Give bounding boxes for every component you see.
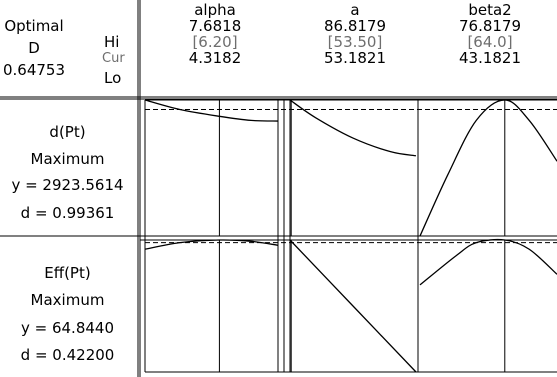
factor-name-alpha: alpha — [194, 1, 236, 19]
response-y-effpt: y = 64.8440 — [20, 319, 114, 337]
curve-d(Pt)-alpha — [144, 99, 279, 122]
factor-name-beta2: beta2 — [468, 1, 512, 19]
factor-lo-beta2: 43.1821 — [458, 49, 522, 67]
factor-cur-beta2: [64.0] — [467, 33, 513, 51]
factor-hi-a: 86.8179 — [323, 17, 387, 35]
d-label: D — [28, 39, 40, 57]
lo-label: Lo — [104, 69, 122, 87]
response-y-dpt: y = 2923.5614 — [11, 176, 124, 194]
factor-lo-alpha: 4.3182 — [188, 49, 242, 67]
factor-name-a: a — [350, 1, 360, 19]
curve-Eff(Pt)-beta2 — [419, 238, 557, 286]
response-curves — [144, 99, 557, 373]
response-goal-dpt: Maximum — [30, 150, 105, 168]
response-name-effpt: Eff(Pt) — [44, 264, 91, 282]
response-name-dpt: d(Pt) — [49, 123, 86, 141]
curve-Eff(Pt)-a — [289, 239, 417, 373]
hi-label: Hi — [104, 33, 120, 51]
response-d-dpt: d = 0.99361 — [20, 204, 115, 222]
response-goal-effpt: Maximum — [30, 291, 105, 309]
factor-cur-a: [53.50] — [327, 33, 383, 51]
cur-label: Cur — [102, 51, 125, 66]
curve-Eff(Pt)-alpha — [144, 239, 279, 250]
factor-cur-alpha: [6.20] — [192, 33, 238, 51]
factor-lo-a: 53.1821 — [323, 49, 387, 67]
curve-d(Pt)-beta2 — [419, 99, 557, 237]
factor-hi-alpha: 7.6818 — [188, 17, 242, 35]
factor-hi-beta2: 76.8179 — [458, 17, 522, 35]
composite-desirability-value: 0.64753 — [2, 61, 66, 79]
curve-d(Pt)-a — [289, 99, 417, 157]
optimal-label: Optimal — [4, 17, 64, 35]
response-d-effpt: d = 0.42200 — [20, 346, 115, 364]
